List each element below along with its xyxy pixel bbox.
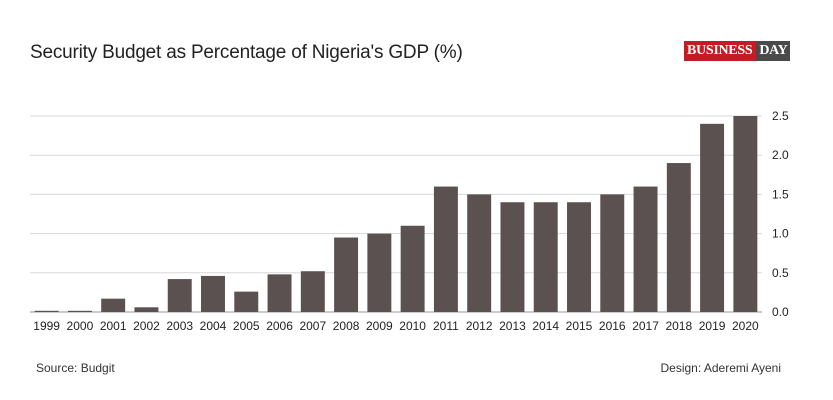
bar-2006: [267, 274, 292, 312]
y-axis-labels: 0.0 0.5 1.0 1.5 2.0 2.5: [772, 109, 789, 319]
x-axis-labels: 1999 2000 2001 2002 2003 2004 2005 2006 2007 2008…: [33, 319, 759, 333]
y-tick-label: 2.5: [772, 109, 789, 123]
x-tick-label: 2011: [433, 319, 459, 333]
bar-1999: [34, 310, 59, 312]
x-tick-label: 2009: [366, 319, 393, 333]
bar-2012: [467, 194, 492, 312]
x-tick-label: 2006: [266, 319, 293, 333]
bar-2005: [234, 291, 259, 312]
bar-2004: [201, 275, 225, 312]
design-credit: Design: Aderemi Ayeni: [660, 361, 781, 375]
x-tick-label: 2000: [67, 319, 94, 333]
x-tick-label: 2004: [200, 319, 227, 333]
source-note: Source: Budgit: [36, 361, 115, 375]
bar-2015: [567, 202, 591, 312]
x-tick-label: 2012: [466, 319, 493, 333]
x-tick-label: 2016: [599, 319, 626, 333]
logo-day-text: DAY: [759, 43, 788, 58]
bar-2014: [533, 202, 558, 312]
y-tick-label: 1.0: [772, 227, 789, 241]
x-tick-label: 2020: [732, 319, 759, 333]
businessday-logo: BUSINESS DAY: [684, 41, 790, 61]
bar-2007: [300, 271, 325, 312]
x-tick-label: 2003: [166, 319, 193, 333]
bar-2016: [600, 194, 625, 312]
chart-title: Security Budget as Percentage of Nigeria…: [30, 42, 463, 63]
x-tick-label: 2010: [399, 319, 426, 333]
bar-2009: [367, 233, 392, 312]
bar-2003: [167, 279, 192, 312]
y-tick-label: 0.5: [772, 266, 789, 280]
x-tick-label: 2014: [532, 319, 559, 333]
x-tick-label: 1999: [33, 319, 60, 333]
x-tick-label: 2005: [233, 319, 260, 333]
bar-2000: [67, 310, 92, 312]
bar-2017: [633, 186, 658, 312]
bar-2002: [134, 307, 159, 312]
x-tick-label: 2017: [632, 319, 659, 333]
y-tick-label: 2.0: [772, 148, 789, 162]
bar-2019: [700, 123, 725, 312]
y-tick-label: 0.0: [772, 305, 789, 319]
bar-2013: [500, 202, 525, 312]
bar-2018: [666, 163, 691, 312]
x-tick-label: 2013: [499, 319, 526, 333]
bar-2001: [101, 298, 126, 312]
x-tick-label: 2001: [100, 319, 127, 333]
bars: [34, 116, 758, 312]
y-tick-label: 1.5: [772, 187, 789, 201]
bar-2011: [433, 186, 458, 312]
x-tick-label: 2002: [133, 319, 160, 333]
x-tick-label: 2018: [665, 319, 692, 333]
bar-2010: [400, 225, 425, 312]
x-tick-label: 2015: [566, 319, 593, 333]
logo-business-text: BUSINESS: [684, 41, 757, 61]
bar-2008: [334, 237, 359, 312]
bar-2020: [733, 116, 758, 312]
x-tick-label: 2019: [699, 319, 726, 333]
x-tick-label: 2008: [333, 319, 360, 333]
x-tick-label: 2007: [299, 319, 326, 333]
